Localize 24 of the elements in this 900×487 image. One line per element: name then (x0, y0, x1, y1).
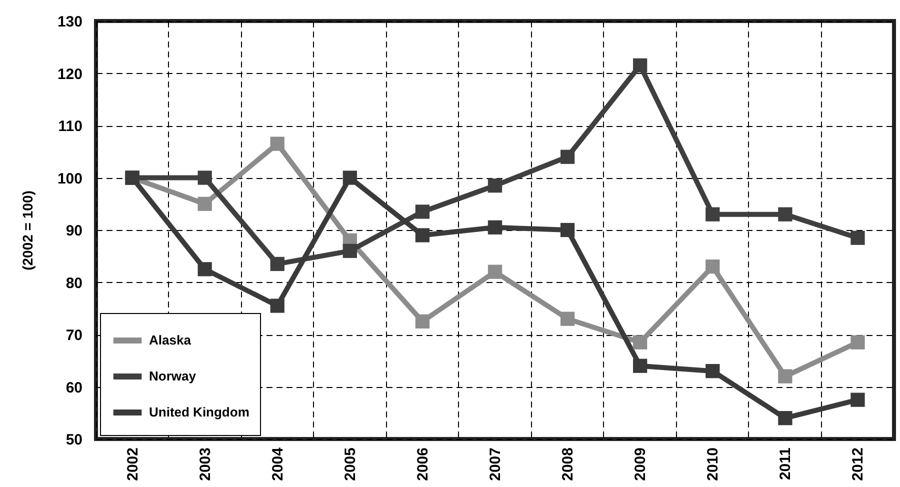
x-tick-label: 2002 (124, 448, 142, 481)
y-tick-label: 120 (57, 66, 82, 83)
y-tick-label: 70 (66, 327, 82, 344)
x-tick-label: 2005 (342, 448, 359, 481)
x-tick-label: 2006 (414, 448, 432, 481)
y-tick-label: 110 (58, 118, 82, 135)
x-tick-label: 2012 (850, 448, 867, 481)
y-tick-label: 60 (66, 379, 82, 396)
legend-label: United Kingdom (149, 404, 250, 420)
x-tick-label: 2008 (560, 448, 577, 481)
x-tick-label: 2009 (632, 448, 650, 481)
y-tick-label: 90 (66, 222, 82, 240)
y-tick-label: 100 (57, 170, 82, 188)
legend-label: Alaska (149, 332, 192, 348)
legend-label: Norway (149, 368, 197, 384)
x-tick-label: 2003 (196, 448, 214, 481)
x-tick-label: 2004 (269, 446, 286, 481)
y-axis-title: (2002 = 100) (19, 190, 36, 270)
y-tick-label: 50 (66, 432, 82, 448)
x-tick-label: 2010 (704, 448, 722, 481)
x-tick-label: 2007 (487, 448, 504, 481)
y-tick-label: 130 (57, 14, 82, 30)
y-tick-label: 80 (66, 274, 82, 292)
x-tick-label: 2011 (777, 448, 794, 480)
